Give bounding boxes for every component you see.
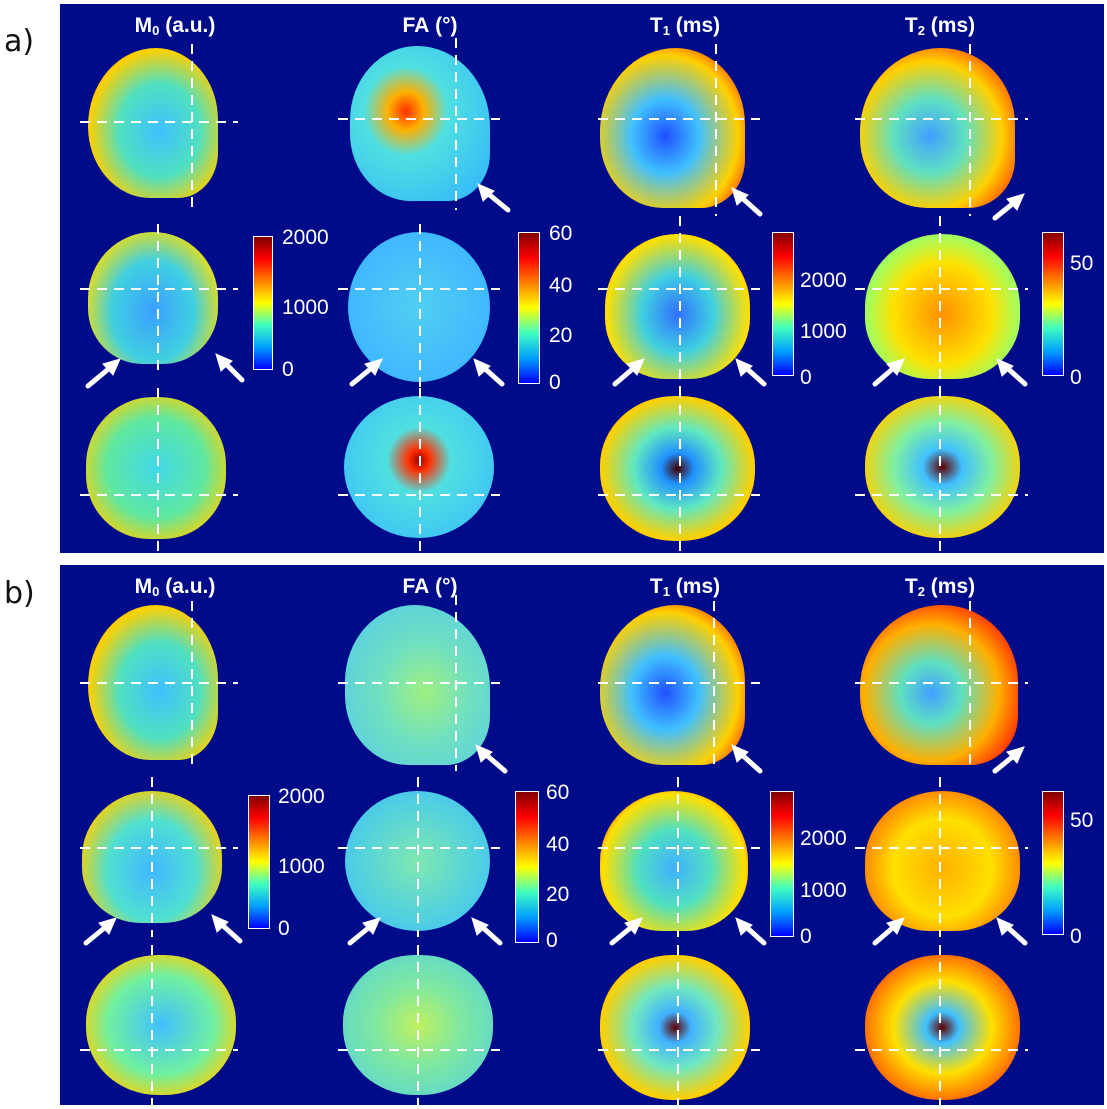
fa-axial-map bbox=[343, 955, 493, 1095]
fa-tick-40: 40 bbox=[546, 833, 570, 856]
t2-tick-50: 50 bbox=[1070, 809, 1094, 832]
t1-axial-map bbox=[600, 955, 750, 1100]
t1-tick-0: 0 bbox=[800, 366, 812, 389]
m0-sagittal-map bbox=[88, 605, 218, 760]
t1-axial-map bbox=[600, 396, 755, 541]
t1-tick-1000: 1000 bbox=[800, 879, 847, 902]
title-t1: T1 (ms) bbox=[649, 14, 721, 38]
t1-colorbar bbox=[772, 232, 794, 376]
title-t2: T2 (ms) bbox=[904, 14, 976, 38]
fa-tick-60: 60 bbox=[549, 222, 573, 245]
m0-tick-1000: 1000 bbox=[282, 296, 329, 319]
t2-tick-0: 0 bbox=[1070, 366, 1082, 389]
title-fa: FA (°) bbox=[402, 14, 458, 37]
fa-axial-map bbox=[344, 396, 494, 538]
t1-coronal-map bbox=[605, 234, 750, 379]
t1-coronal-map bbox=[600, 791, 748, 931]
title-fa: FA (°) bbox=[402, 575, 458, 598]
t2-tick-0: 0 bbox=[1070, 925, 1082, 948]
t1-tick-0: 0 bbox=[800, 925, 812, 948]
m0-tick-2000: 2000 bbox=[278, 785, 325, 808]
fa-tick-60: 60 bbox=[546, 781, 570, 804]
fa-tick-0: 0 bbox=[546, 929, 558, 952]
t1-sagittal-map bbox=[600, 605, 745, 765]
fa-sagittal-map bbox=[350, 46, 490, 201]
t1-sagittal-map bbox=[600, 48, 745, 208]
t2-colorbar bbox=[1042, 232, 1064, 376]
t2-sagittal-map bbox=[860, 48, 1015, 208]
m0-axial-map bbox=[86, 397, 226, 539]
fa-coronal-map bbox=[348, 232, 490, 382]
m0-tick-2000: 2000 bbox=[282, 226, 329, 249]
fa-colorbar bbox=[515, 791, 539, 943]
m0-sagittal-map bbox=[88, 48, 218, 198]
fa-coronal-map bbox=[345, 791, 490, 931]
m0-colorbar bbox=[248, 795, 270, 929]
t2-colorbar bbox=[1042, 791, 1064, 935]
panel-a-label: a) bbox=[4, 24, 35, 59]
t1-colorbar bbox=[770, 791, 794, 937]
m0-colorbar bbox=[253, 236, 273, 370]
m0-tick-0: 0 bbox=[278, 917, 290, 940]
panel-b-label: b) bbox=[4, 576, 35, 611]
fa-tick-0: 0 bbox=[549, 371, 561, 394]
m0-tick-1000: 1000 bbox=[278, 855, 325, 878]
t1-tick-1000: 1000 bbox=[800, 320, 847, 343]
fa-tick-40: 40 bbox=[549, 274, 573, 297]
m0-coronal-map bbox=[82, 791, 222, 923]
fa-tick-20: 20 bbox=[546, 883, 570, 906]
fa-colorbar bbox=[518, 232, 540, 384]
panel-a: M0 (a.u.) FA (°) T1 (ms) T2 (ms) 2000 10… bbox=[60, 4, 1104, 553]
t2-axial-map bbox=[865, 955, 1020, 1100]
m0-axial-map bbox=[86, 955, 236, 1095]
m0-coronal-map bbox=[88, 232, 218, 364]
t1-tick-2000: 2000 bbox=[800, 827, 847, 850]
t2-axial-map bbox=[865, 396, 1020, 538]
title-m0: M0 (a.u.) bbox=[134, 14, 216, 38]
t2-coronal-map bbox=[865, 791, 1020, 931]
title-t2: T2 (ms) bbox=[904, 575, 976, 599]
fa-tick-20: 20 bbox=[549, 324, 573, 347]
title-t1: T1 (ms) bbox=[649, 575, 721, 599]
title-m0: M0 (a.u.) bbox=[134, 575, 216, 599]
t1-tick-2000: 2000 bbox=[800, 269, 847, 292]
fa-sagittal-map bbox=[345, 605, 490, 765]
t2-tick-50: 50 bbox=[1070, 252, 1094, 275]
t2-sagittal-map bbox=[860, 605, 1018, 765]
panel-b: M0 (a.u.) FA (°) T1 (ms) T2 (ms) 2000 10… bbox=[60, 565, 1104, 1105]
m0-tick-0: 0 bbox=[282, 358, 294, 381]
t2-coronal-map bbox=[865, 234, 1020, 379]
